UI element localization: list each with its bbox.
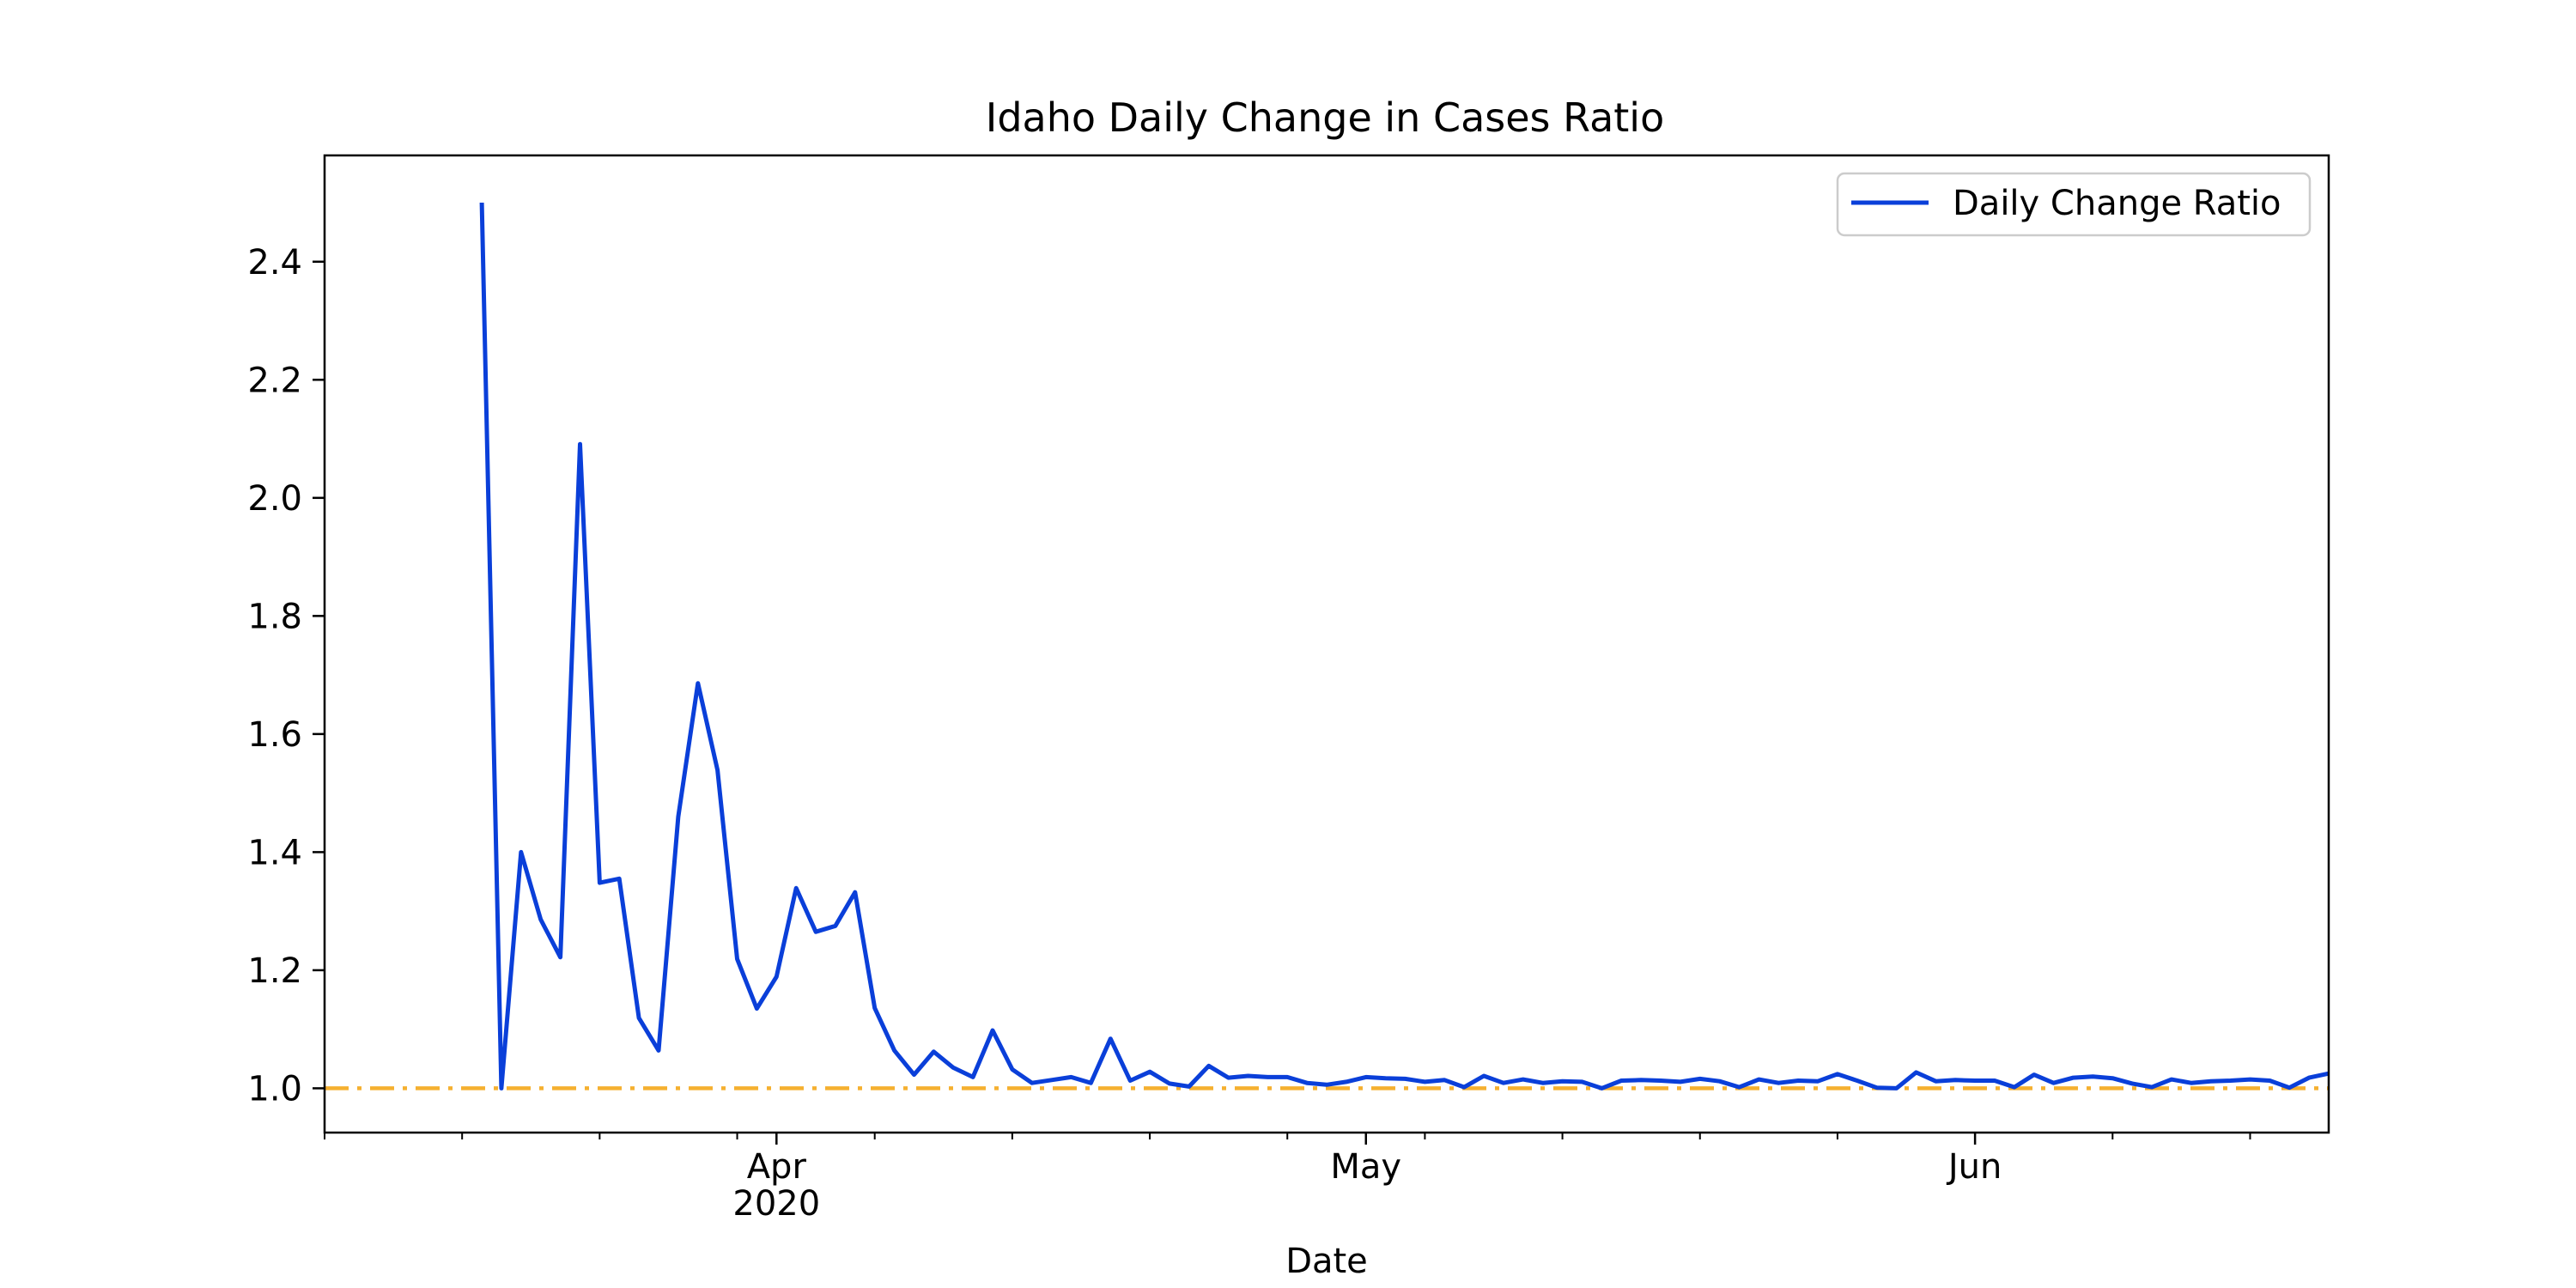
legend-label: Daily Change Ratio: [1953, 184, 2281, 223]
y-tick-label: 2.4: [247, 243, 302, 283]
x-tick-label: May: [1330, 1147, 1401, 1187]
y-tick-label: 2.0: [247, 479, 302, 519]
chart-title: Idaho Daily Change in Cases Ratio: [986, 94, 1664, 141]
y-tick-label: 1.8: [247, 597, 302, 636]
y-tick-label: 1.4: [247, 833, 302, 872]
y-tick-label: 1.0: [247, 1069, 302, 1109]
legend: Daily Change Ratio: [1836, 172, 2312, 237]
x-axis-label: Date: [1285, 1242, 1368, 1281]
x-tick-label: Apr: [747, 1147, 807, 1187]
plot-frame: [323, 154, 2330, 1134]
legend-box: [1836, 172, 2312, 237]
data-series-group: [479, 202, 2330, 1091]
y-tick-label: 1.2: [247, 951, 302, 991]
y-axis: 1.0 1.2 1.4 1.6 1.8 2.0 2.2 2.4: [247, 243, 325, 1109]
series-line: [479, 202, 2330, 1091]
y-tick-label: 2.2: [247, 361, 302, 400]
y-tick-label: 1.6: [247, 715, 302, 755]
x-tick-sublabel: 2020: [732, 1184, 820, 1224]
x-tick-label: Jun: [1946, 1147, 2002, 1187]
